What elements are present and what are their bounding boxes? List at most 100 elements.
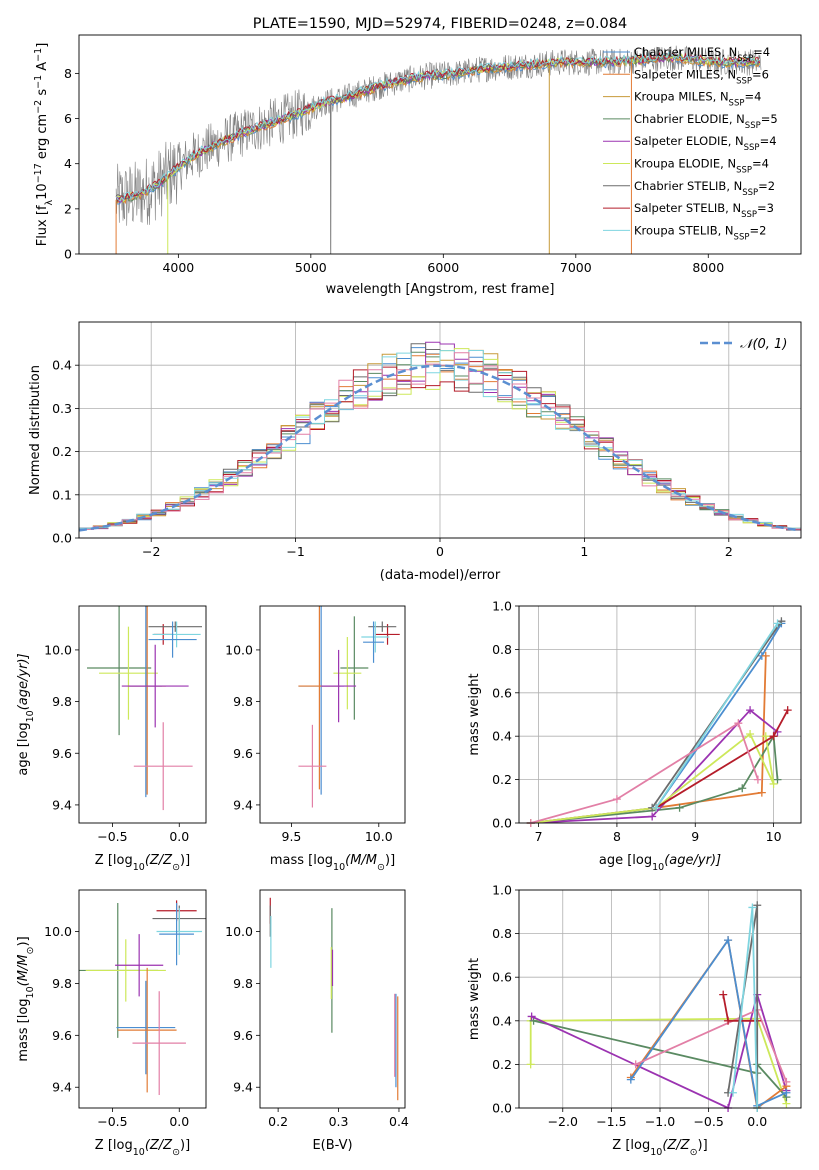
y-tick-label: 0.4 <box>492 1013 512 1028</box>
weight_vs_age-x-label-part: 10 <box>652 862 664 873</box>
weight_vs_z-x-label-part: )] <box>698 1138 708 1153</box>
y-tick-label: 4 <box>64 156 72 171</box>
y-tick-label: 1.0 <box>492 883 512 898</box>
weight_vs_z-y-label: mass weight <box>467 958 482 1040</box>
z_vs_mass-x-label-part: Z [log <box>95 1138 133 1153</box>
legend-entry-tail: =6 <box>752 67 769 81</box>
spectrum-frame <box>78 34 802 255</box>
weight-marker <box>746 730 755 739</box>
weight-marker <box>782 1077 791 1086</box>
z_vs_mass-x-label: Z [log10(Z/Z⊙)] <box>95 1138 190 1158</box>
y-tick-label: 0.6 <box>492 970 512 985</box>
z_vs_age-y-label-part: age [log <box>16 722 31 775</box>
spectrum-y-label-part: A <box>35 62 50 75</box>
mass_vs_age-x-label-part: )] <box>385 853 395 868</box>
legend-entry-tail: =2 <box>758 179 775 193</box>
x-tick-label: 6000 <box>427 260 459 275</box>
x-tick-label: 2 <box>725 544 733 559</box>
legend-entry: Salpeter MILES, NSSP=6 <box>634 67 769 86</box>
legend-entry-label: Chabrier ELODIE, N <box>634 112 745 126</box>
z_vs_age-x-label-part: )] <box>180 853 190 868</box>
legend-entry-tail: =3 <box>757 201 774 215</box>
z_vs_age-frame <box>78 605 207 824</box>
legend-entry-sub: SSP <box>744 143 760 153</box>
y-tick-label: 9.6 <box>52 1028 72 1043</box>
mass_vs_age-x-label-part: 10 <box>333 862 345 873</box>
z_vs_mass-x-label-part: (Z/Z <box>145 1138 173 1153</box>
weight_vs_z-x-label: Z [log10(Z/Z⊙)] <box>612 1138 707 1158</box>
weight-marker <box>783 706 792 715</box>
y-tick-label: 9.6 <box>233 1028 253 1043</box>
spectrum-y-label-part: 10 <box>35 183 50 200</box>
y-tick-label: 0.2 <box>492 772 512 787</box>
legend-entry-tail: =4 <box>752 157 769 171</box>
legend-entry: Kroupa ELODIE, NSSP=4 <box>634 157 769 176</box>
z_vs_mass-y-label-part: (M/M <box>16 954 31 986</box>
x-tick-label: 7 <box>535 829 543 844</box>
z_vs_mass-axes: −0.5 0.0 9.4 9.6 9.8 10.0 <box>44 900 206 1129</box>
y-tick-label: 9.4 <box>233 1080 253 1095</box>
weight-marker <box>728 1088 737 1097</box>
mass_vs_age-x-label-part: (M/M <box>345 853 377 868</box>
y-tick-label: 9.6 <box>52 746 72 761</box>
spectrum-x-label: wavelength [Angstrom, rest frame] <box>326 282 555 297</box>
y-tick-label: 9.8 <box>233 976 253 991</box>
x-tick-label: −0.5 <box>97 1114 127 1129</box>
x-tick-label: 4000 <box>162 260 194 275</box>
y-tick-label: 10.0 <box>225 924 253 939</box>
y-tick-label: 0.4 <box>52 358 72 373</box>
legend-entry-sub: SSP <box>734 232 750 242</box>
weight-marker <box>769 732 778 741</box>
x-tick-label: −1.0 <box>645 1114 675 1129</box>
gaussian-curve <box>79 364 799 532</box>
weight-series-chabrier_miles <box>530 622 783 823</box>
weight-marker <box>626 1075 635 1084</box>
x-tick-label: 0.4 <box>389 1114 409 1129</box>
x-tick-label: 10 <box>766 829 782 844</box>
legend-entry: Chabrier STELIB, NSSP=2 <box>634 179 775 198</box>
legend-entry-tail: =4 <box>753 45 770 59</box>
weight-marker <box>769 779 778 788</box>
ebv_vs_mass-frame <box>259 889 406 1109</box>
z_vs_mass-y-label: mass [log10(M/M⊙)] <box>16 936 36 1061</box>
legend-entry: Chabrier MILES, NSSP=4 <box>634 45 770 64</box>
weight-series-salpeter_miles <box>530 655 767 823</box>
weight_vs_z-x-label-part: ⊙ <box>690 1147 698 1158</box>
x-tick-label: −0.5 <box>693 1114 723 1129</box>
weight_vs_age-x-label: age [log10(age/yr)] <box>599 853 721 873</box>
legend-entry-sub: SSP <box>736 76 752 86</box>
y-tick-label: 0.2 <box>52 444 72 459</box>
y-tick-label: 0.4 <box>492 729 512 744</box>
y-tick-label: 9.4 <box>233 797 253 812</box>
weight_vs_z-frame <box>518 889 802 1109</box>
weight_vs_z-x-label-part: 10 <box>650 1147 662 1158</box>
z_vs_age-x-label-part: ⊙ <box>172 862 180 873</box>
legend-entry-label: Kroupa STELIB, N <box>634 223 734 237</box>
x-tick-label: −1.5 <box>596 1114 626 1129</box>
x-tick-label: −0.5 <box>97 829 127 844</box>
y-tick-label: 0.6 <box>492 685 512 700</box>
legend-entry: Kroupa STELIB, NSSP=2 <box>634 223 766 242</box>
legend-entry-label: Kroupa MILES, N <box>634 90 729 104</box>
legend-entry-sub: SSP <box>737 54 753 64</box>
x-tick-label: 8 <box>613 829 621 844</box>
legend-entry-tail: =4 <box>744 90 761 104</box>
legend-entry-sub: SSP <box>741 210 757 220</box>
y-tick-label: 1.0 <box>492 599 512 614</box>
ebv_vs_mass-axes: 0.2 0.3 0.4 9.4 9.6 9.8 10.0 <box>225 897 409 1129</box>
spectrum-y-label-part: −17 <box>33 163 44 183</box>
mass_vs_age-axes: 9.5 10.0 9.4 9.6 9.8 10.0 <box>225 606 400 844</box>
weight-marker <box>753 901 762 910</box>
weight-marker <box>652 803 661 812</box>
weight_vs_age-axes: 7 8 9 10 0.0 0.2 0.4 0.6 0.8 1.0 <box>492 599 801 844</box>
weight_vs_z-x-label-part: (Z/Z <box>662 1138 690 1153</box>
y-tick-label: 10.0 <box>44 924 72 939</box>
x-tick-label: 0.2 <box>268 1114 288 1129</box>
x-tick-label: 0.0 <box>169 1114 189 1129</box>
legend-entry: Chabrier ELODIE, NSSP=5 <box>634 112 778 131</box>
x-tick-label: 0.0 <box>169 829 189 844</box>
y-tick-label: 10.0 <box>44 642 72 657</box>
weight-marker <box>719 990 728 999</box>
weight-marker <box>526 1060 535 1069</box>
mass_vs_age-x-label-part: ⊙ <box>377 862 385 873</box>
